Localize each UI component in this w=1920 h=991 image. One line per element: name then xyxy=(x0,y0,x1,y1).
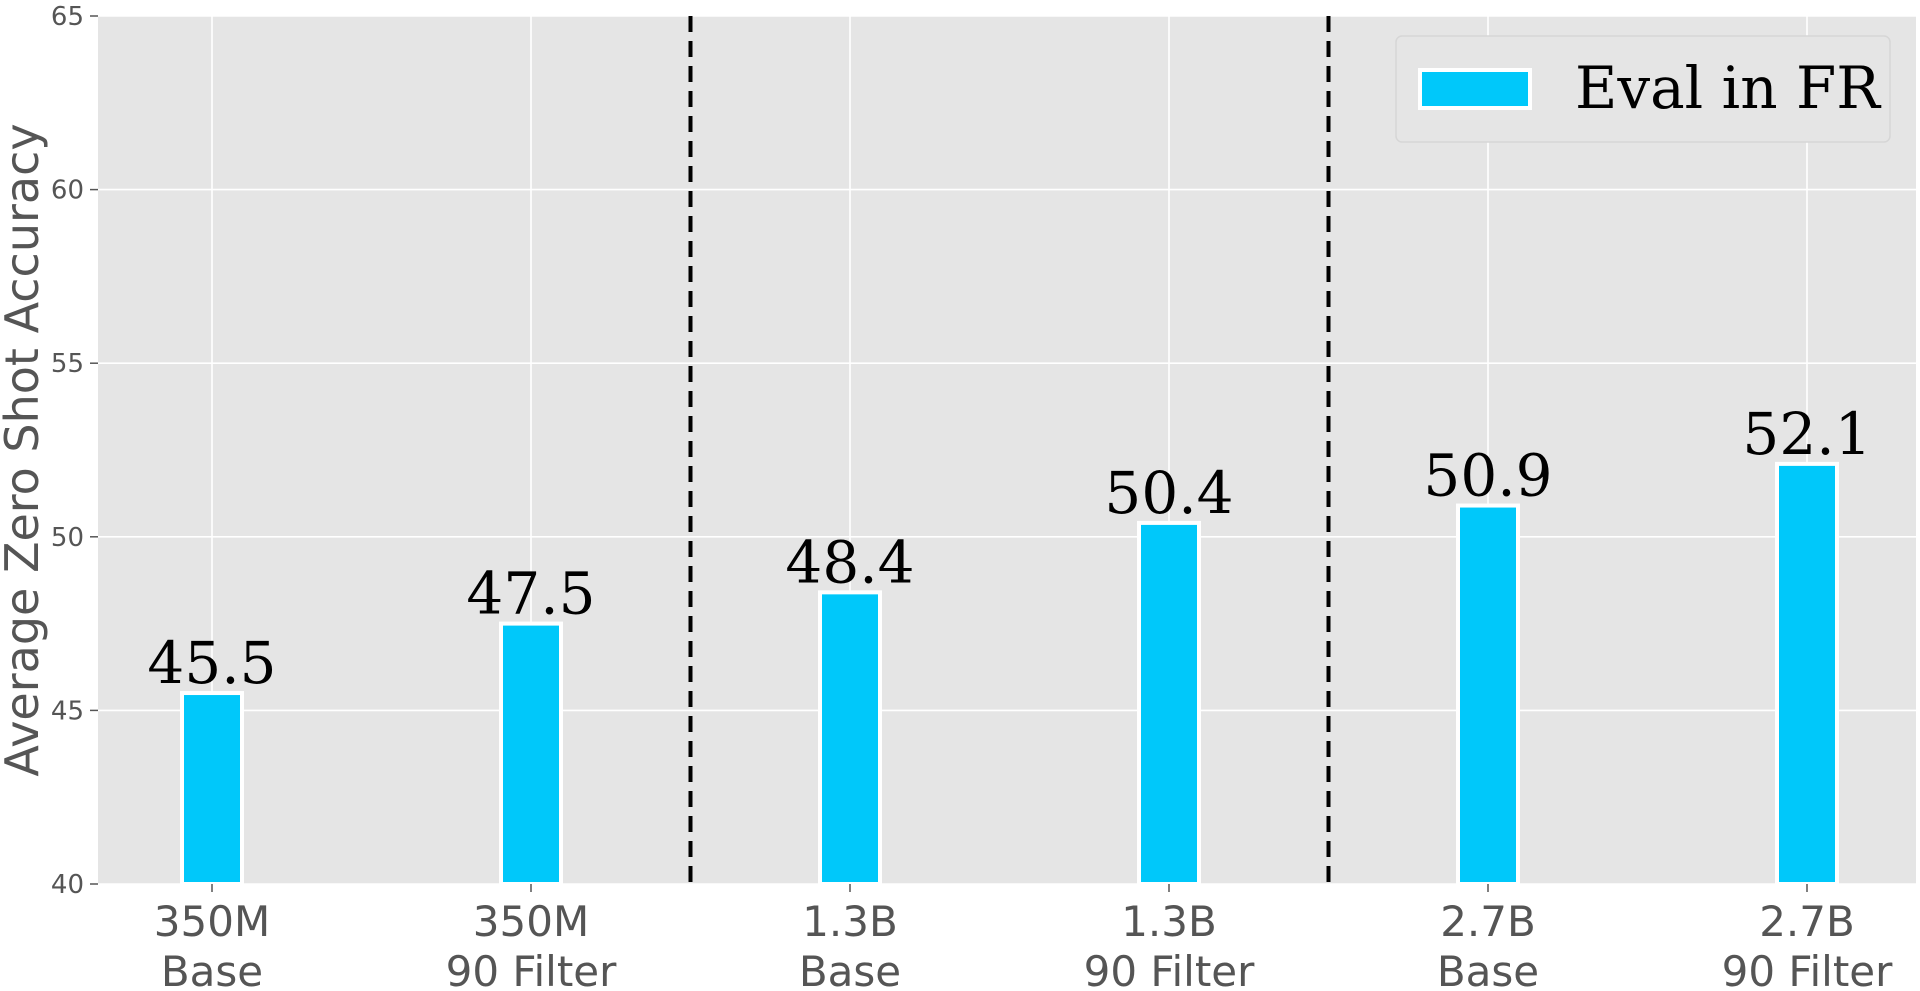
data-label-4: 50.9 xyxy=(1423,442,1552,510)
x-tick-label-1: 350M 90 Filter xyxy=(446,897,618,991)
data-label-5: 52.1 xyxy=(1742,400,1871,468)
x-tick-label-line-0: 1.3B xyxy=(802,897,898,946)
x-tick-label-line-1: 90 Filter xyxy=(446,947,618,991)
x-tick-label-line-1: 90 Filter xyxy=(1722,947,1894,991)
bar-4 xyxy=(1456,503,1520,886)
grid-lines xyxy=(98,15,1916,885)
x-tick-label-line-0: 2.7B xyxy=(1759,897,1855,946)
bars xyxy=(180,461,1839,886)
bar-5 xyxy=(1775,461,1839,886)
data-label-0: 45.5 xyxy=(147,629,276,697)
data-label-1: 47.5 xyxy=(466,560,595,628)
y-axis-label: Average Zero Shot Accuracy xyxy=(0,123,49,776)
data-label-2: 48.4 xyxy=(785,528,914,596)
x-tick-label-line-0: 1.3B xyxy=(1121,897,1217,946)
x-tick-label-5: 2.7B 90 Filter xyxy=(1722,897,1894,991)
y-tick-label-1: 45 xyxy=(51,696,84,726)
x-tick-label-3: 1.3B 90 Filter xyxy=(1084,897,1256,991)
bar-2 xyxy=(818,590,882,886)
x-tick-label-line-1: 90 Filter xyxy=(1084,947,1256,991)
y-tick-label-4: 60 xyxy=(51,176,84,206)
x-tick-label-line-1: Base xyxy=(161,947,263,991)
data-labels: 45.5 47.5 48.4 50.4 50.9 52.1 xyxy=(147,400,1871,697)
x-tick-label-line-0: 350M xyxy=(154,897,270,946)
x-tick-label-line-0: 2.7B xyxy=(1440,897,1536,946)
x-tick-label-line-1: Base xyxy=(1437,947,1539,991)
legend-box xyxy=(1395,35,1891,143)
y-tick-label-0: 40 xyxy=(51,870,84,900)
legend-entry: Eval in FR xyxy=(1575,54,1882,122)
legend: Eval in FR xyxy=(1395,35,1891,143)
bar-1 xyxy=(499,621,563,886)
x-tick-label-0: 350M Base xyxy=(154,897,270,991)
plot-background xyxy=(98,16,1916,884)
legend-swatch xyxy=(1418,68,1532,110)
x-tick-label-4: 2.7B Base xyxy=(1437,897,1539,991)
x-tick-label-2: 1.3B Base xyxy=(799,897,901,991)
y-tick-label-5: 65 xyxy=(51,2,84,32)
y-axis-ticks: 40 45 50 55 60 65 xyxy=(51,2,98,900)
bar-3 xyxy=(1137,520,1201,886)
x-tick-label-line-0: 350M xyxy=(473,897,589,946)
x-tick-label-line-1: Base xyxy=(799,947,901,991)
y-tick-label-2: 50 xyxy=(51,523,84,553)
data-label-3: 50.4 xyxy=(1104,459,1233,527)
group-separators xyxy=(688,16,1331,884)
y-tick-label-3: 55 xyxy=(51,349,84,379)
bar-0 xyxy=(180,691,244,886)
